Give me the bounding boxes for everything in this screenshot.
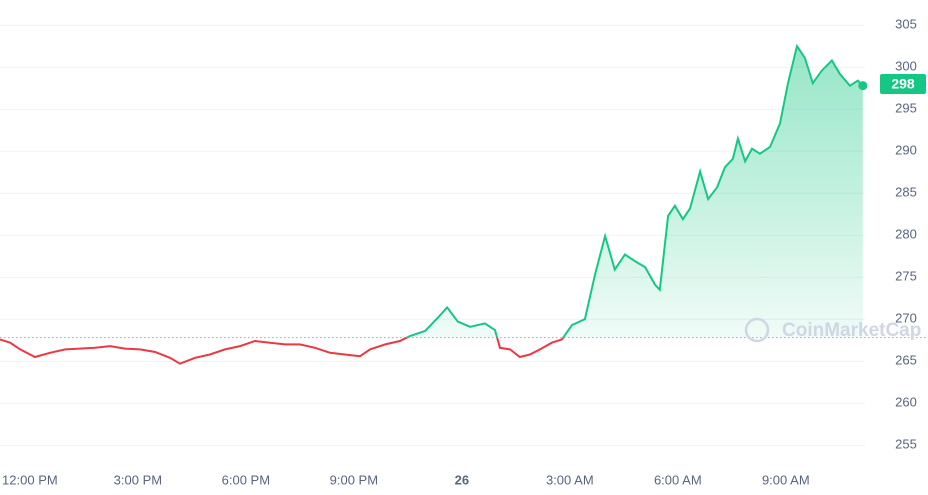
watermark-logo <box>744 317 770 343</box>
y-tick-label: 280 <box>895 227 917 242</box>
x-tick-label: 6:00 AM <box>654 472 702 487</box>
price-label: 298 <box>891 76 915 92</box>
price-area <box>406 46 863 338</box>
price-line-down <box>0 337 565 365</box>
x-tick-label: 26 <box>455 472 469 487</box>
y-tick-label: 275 <box>895 269 917 284</box>
last-point <box>858 81 868 91</box>
y-tick-label: 260 <box>895 395 917 410</box>
price-label-box <box>880 74 926 94</box>
watermark: CoinMarketCap <box>782 320 921 341</box>
x-tick-label: 9:00 PM <box>330 472 378 487</box>
y-tick-label: 285 <box>895 185 917 200</box>
x-tick-label: 6:00 PM <box>222 472 270 487</box>
x-tick-label: 3:00 AM <box>546 472 594 487</box>
watermark-group: CoinMarketCap <box>744 317 921 343</box>
x-tick-label: 3:00 PM <box>114 472 162 487</box>
y-tick-label: 265 <box>895 353 917 368</box>
x-tick-label: 9:00 AM <box>762 472 810 487</box>
y-tick-label: 295 <box>895 101 917 116</box>
y-tick-label: 270 <box>895 311 917 326</box>
price-line-up <box>404 43 864 338</box>
x-tick-label: 12:00 PM <box>2 472 58 487</box>
y-tick-label: 255 <box>895 437 917 452</box>
y-tick-label: 300 <box>895 59 917 74</box>
y-tick-label: 305 <box>895 17 917 32</box>
y-tick-label: 290 <box>895 143 917 158</box>
